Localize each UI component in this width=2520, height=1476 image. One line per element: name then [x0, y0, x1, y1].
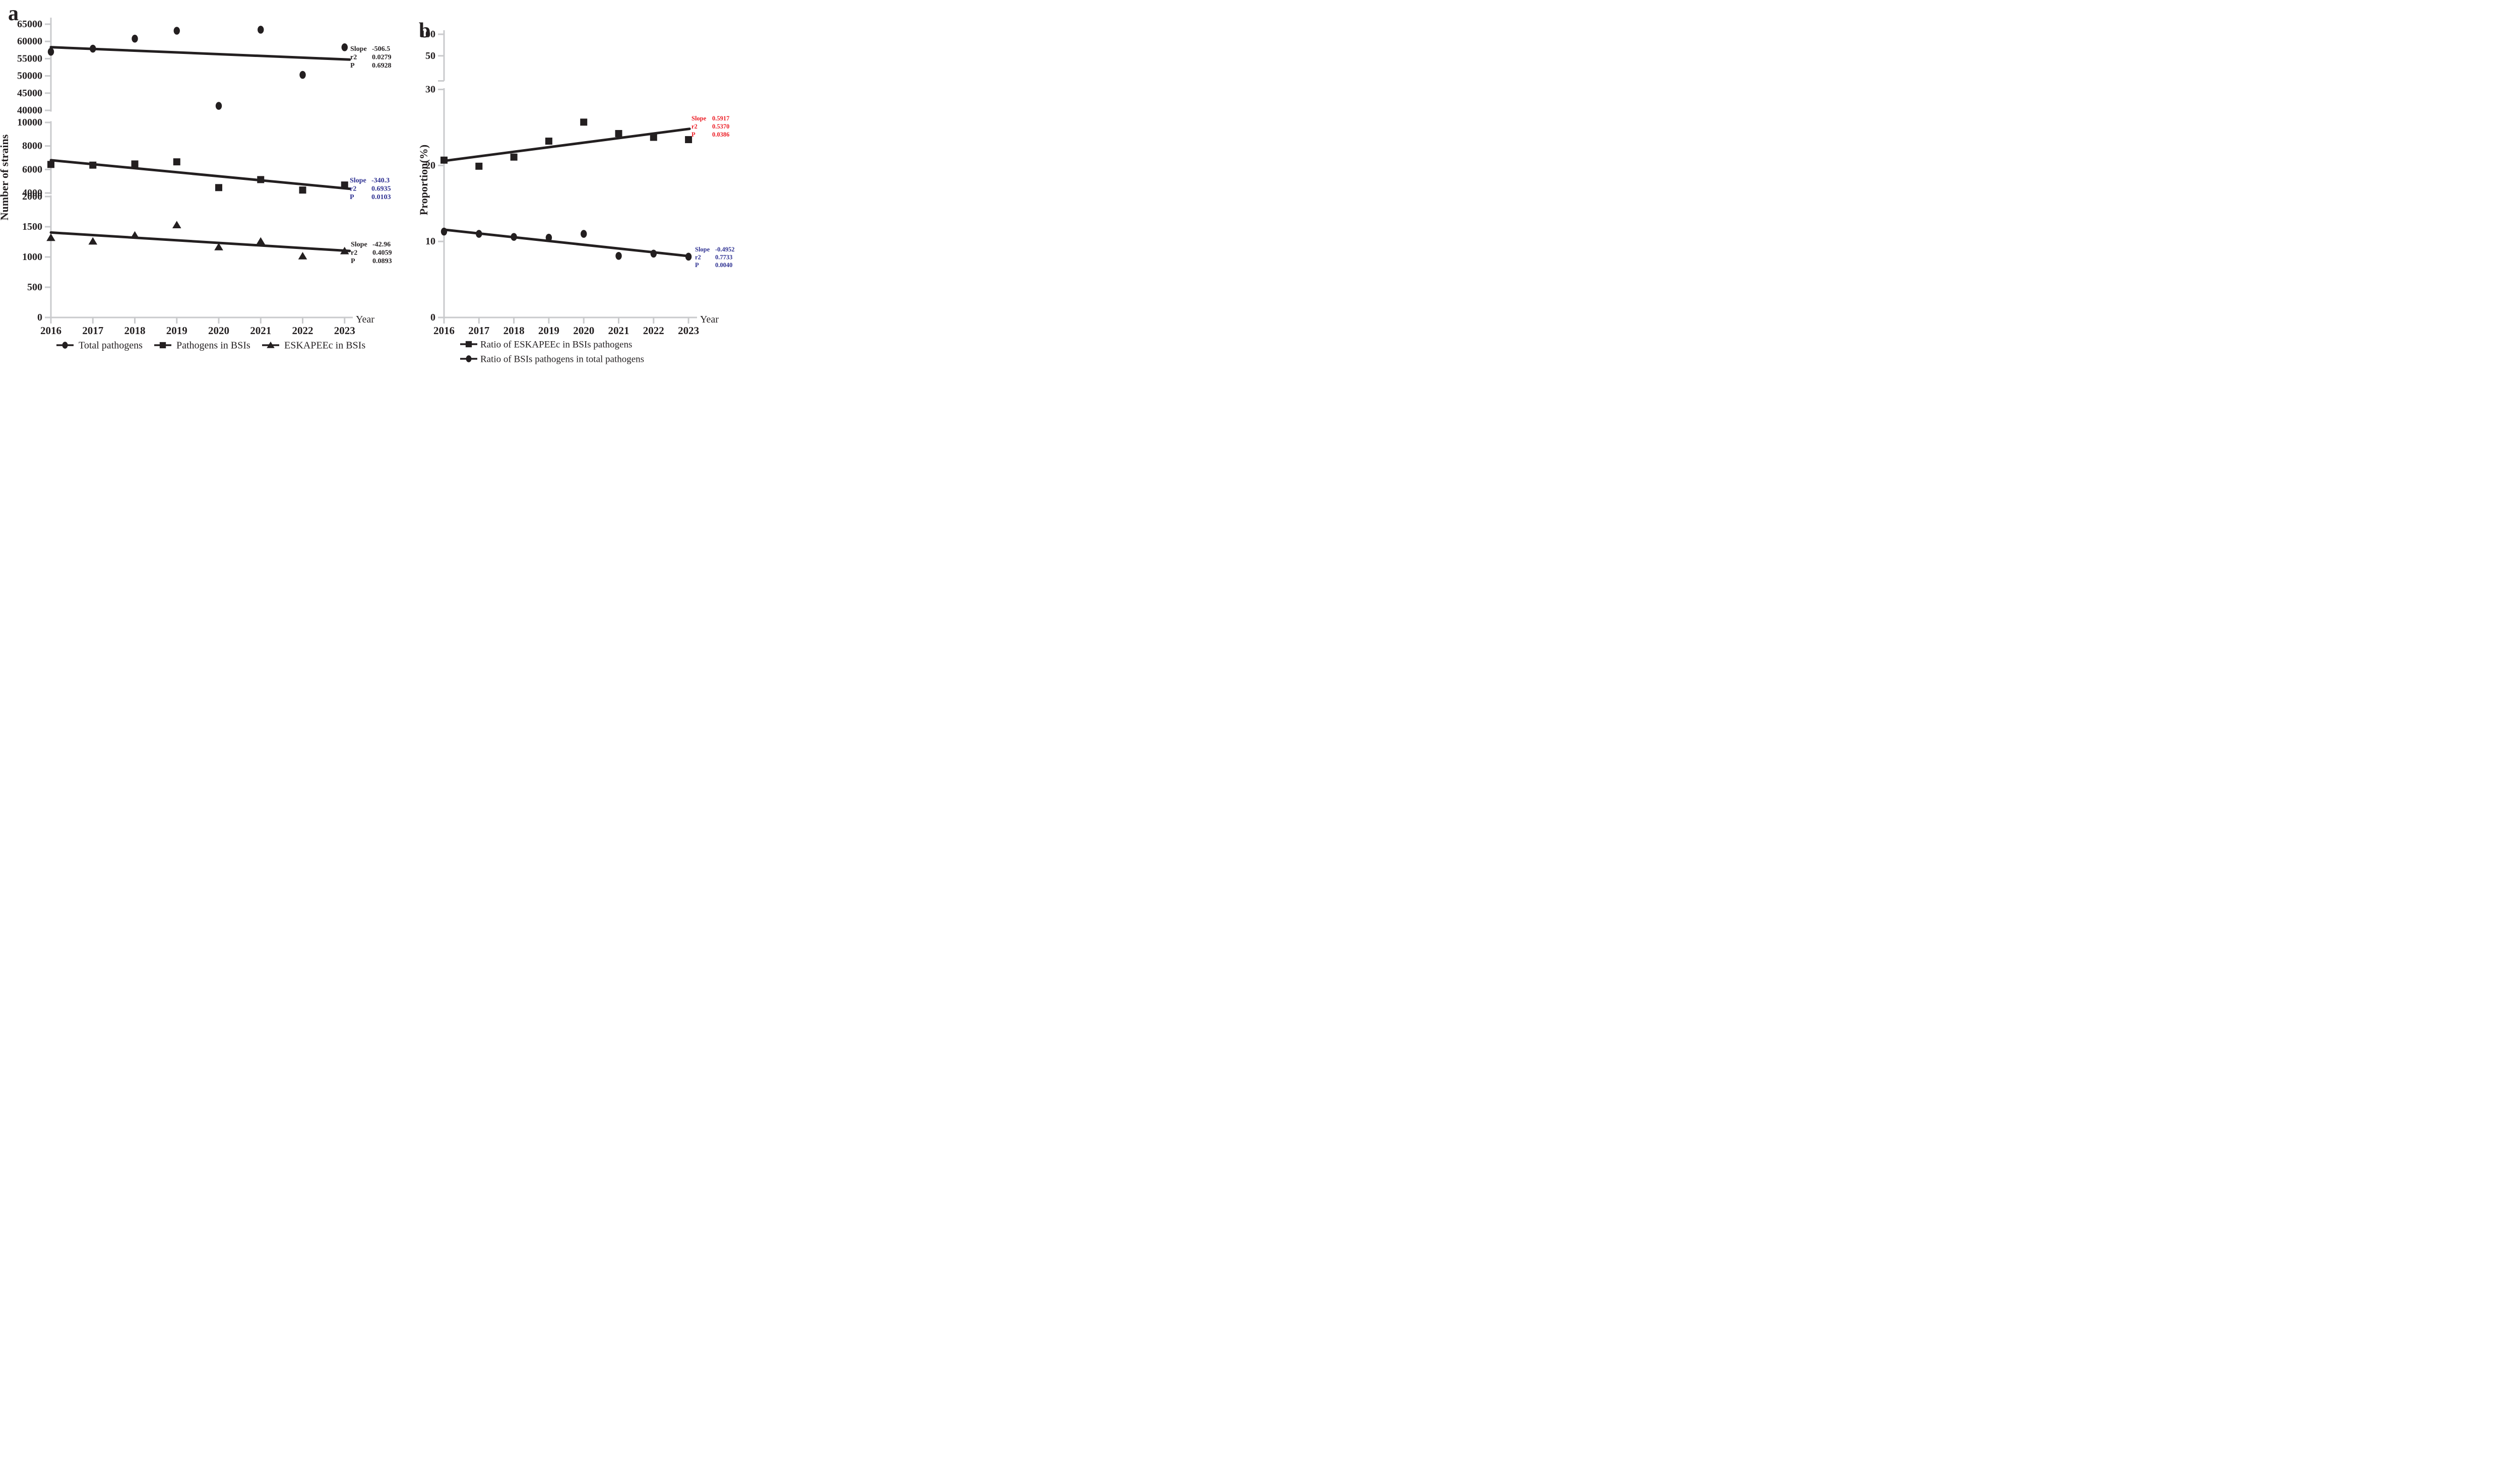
- svg-text:Pathogens in BSIs: Pathogens in BSIs: [176, 340, 250, 351]
- svg-text:Year: Year: [356, 314, 374, 325]
- svg-text:-340.3: -340.3: [371, 177, 390, 184]
- svg-text:0.0386: 0.0386: [712, 131, 729, 138]
- svg-text:0.0893: 0.0893: [372, 258, 392, 265]
- svg-text:ESKAPEEc in BSIs: ESKAPEEc in BSIs: [284, 340, 365, 351]
- svg-text:0.0279: 0.0279: [372, 54, 392, 61]
- svg-text:2018: 2018: [503, 325, 525, 337]
- svg-text:Slope: Slope: [350, 45, 367, 53]
- svg-text:2023: 2023: [334, 325, 355, 337]
- svg-text:-42.96: -42.96: [372, 241, 391, 248]
- svg-text:2023: 2023: [678, 325, 699, 337]
- svg-text:2016: 2016: [40, 325, 61, 337]
- svg-text:2017: 2017: [468, 325, 489, 337]
- svg-text:30: 30: [425, 84, 435, 95]
- svg-text:65000: 65000: [17, 19, 42, 30]
- svg-text:P: P: [350, 62, 355, 70]
- panel-b-chart: 0 10 20 30 50 100 2016 2017 2018 2019 2020 2021 2022…: [417, 29, 735, 365]
- svg-text:Ratio of BSIs pathogens in tot: Ratio of BSIs pathogens in total pathoge…: [480, 354, 644, 365]
- svg-text:1000: 1000: [22, 251, 42, 263]
- svg-text:r2: r2: [350, 185, 356, 193]
- svg-text:50: 50: [425, 50, 435, 61]
- svg-text:8000: 8000: [22, 141, 42, 152]
- svg-text:Number of strains: Number of strains: [0, 134, 11, 220]
- svg-text:Slope: Slope: [695, 246, 710, 253]
- svg-text:0.5917: 0.5917: [712, 115, 729, 122]
- svg-text:r2: r2: [695, 254, 701, 261]
- svg-text:0.6935: 0.6935: [371, 185, 391, 193]
- svg-text:0.7733: 0.7733: [715, 254, 732, 261]
- svg-text:-506.5: -506.5: [372, 45, 390, 53]
- svg-text:P: P: [691, 131, 696, 138]
- svg-text:0: 0: [430, 312, 435, 323]
- svg-text:0.6928: 0.6928: [372, 62, 392, 70]
- svg-text:P: P: [350, 194, 354, 201]
- svg-text:r2: r2: [691, 123, 698, 130]
- svg-text:45000: 45000: [17, 88, 42, 99]
- svg-text:r2: r2: [351, 249, 357, 257]
- panel-a: a 0 500 1000 1500 2000 4000 6000 8000 10000 40000…: [0, 0, 410, 369]
- svg-text:10000: 10000: [17, 117, 42, 128]
- svg-text:2021: 2021: [250, 325, 271, 337]
- svg-text:2020: 2020: [208, 325, 229, 337]
- svg-text:Slope: Slope: [691, 115, 707, 122]
- svg-text:r2: r2: [350, 54, 357, 61]
- svg-text:10: 10: [425, 236, 435, 247]
- svg-text:6000: 6000: [22, 164, 42, 175]
- svg-text:0: 0: [37, 312, 42, 323]
- svg-text:Total pathogens: Total pathogens: [79, 340, 143, 351]
- svg-text:20: 20: [425, 160, 435, 171]
- svg-text:2022: 2022: [643, 325, 664, 337]
- svg-text:Slope: Slope: [350, 177, 366, 184]
- svg-text:P: P: [351, 258, 355, 265]
- panel-b: b 0 10 20 30 50 100 2016 2017 2018 2019 2020 2021 20…: [410, 0, 741, 369]
- svg-text:Slope: Slope: [351, 241, 367, 248]
- svg-text:2019: 2019: [166, 325, 187, 337]
- svg-text:P: P: [695, 262, 699, 269]
- panel-a-label: a: [8, 2, 19, 25]
- svg-text:0.0103: 0.0103: [371, 194, 391, 201]
- svg-text:55000: 55000: [17, 53, 42, 64]
- svg-text:0.5370: 0.5370: [712, 123, 729, 130]
- svg-text:500: 500: [27, 282, 42, 293]
- figure: a 0 500 1000 1500 2000 4000 6000 8000 10000 40000…: [0, 0, 741, 369]
- svg-text:2021: 2021: [608, 325, 629, 337]
- svg-text:2020: 2020: [573, 325, 594, 337]
- svg-text:40000: 40000: [17, 105, 42, 116]
- svg-text:0.0040: 0.0040: [715, 262, 732, 269]
- svg-text:2000: 2000: [22, 191, 42, 202]
- svg-text:Year: Year: [700, 314, 719, 325]
- svg-text:Proportion(%): Proportion(%): [417, 145, 430, 215]
- svg-text:2017: 2017: [82, 325, 103, 337]
- svg-text:100: 100: [420, 29, 435, 40]
- svg-text:60000: 60000: [17, 36, 42, 47]
- svg-text:2018: 2018: [124, 325, 146, 337]
- svg-text:50000: 50000: [17, 71, 42, 82]
- svg-text:2022: 2022: [292, 325, 313, 337]
- svg-text:1500: 1500: [22, 221, 42, 232]
- svg-text:4000: 4000: [22, 187, 42, 199]
- svg-text:2019: 2019: [538, 325, 559, 337]
- svg-text:0.4059: 0.4059: [372, 249, 392, 257]
- panel-b-label: b: [419, 19, 431, 42]
- svg-text:2016: 2016: [433, 325, 455, 337]
- svg-text:-0.4952: -0.4952: [715, 246, 735, 253]
- svg-text:Ratio of ESKAPEEc in BSIs path: Ratio of ESKAPEEc in BSIs pathogens: [480, 340, 632, 350]
